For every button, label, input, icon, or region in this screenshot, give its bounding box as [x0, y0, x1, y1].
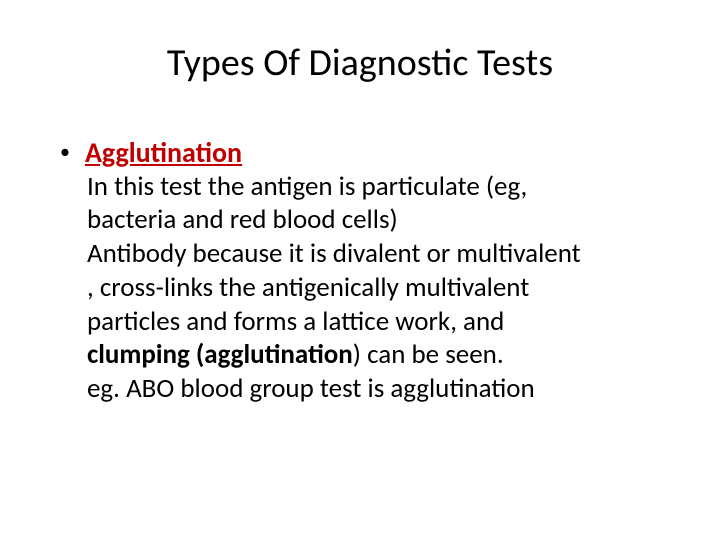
bullet-item: • Agglutination [60, 136, 670, 170]
p2-after: ) can be seen. [353, 338, 504, 371]
slide-title: Types Of Diagnostic Tests [50, 40, 670, 86]
p2-line2: , cross-links the antigenically multival… [87, 271, 529, 304]
bullet-text-container: Agglutination [85, 136, 670, 170]
subheading-agglutination: Agglutination [85, 135, 242, 170]
p1-line1: In this test the antigen is particulate … [87, 170, 527, 203]
body-paragraph-1: In this test the antigen is particulate … [60, 170, 670, 238]
p3-example: eg. ABO blood group test is agglutinatio… [87, 372, 535, 405]
p2-line3-before: particles and forms a lattice work, and [87, 305, 504, 338]
p1-line2: bacteria and red blood cells) [87, 203, 398, 236]
bullet-marker: • [60, 142, 70, 162]
body-paragraph-2: Antibody because it is divalent or multi… [60, 237, 670, 372]
body-paragraph-3: eg. ABO blood group test is agglutinatio… [60, 372, 670, 406]
content-area: • Agglutination In this test the antigen… [50, 136, 670, 406]
p2-bold-clumping: clumping (agglutination [87, 338, 353, 371]
p2-line1: Antibody because it is divalent or multi… [87, 237, 581, 270]
